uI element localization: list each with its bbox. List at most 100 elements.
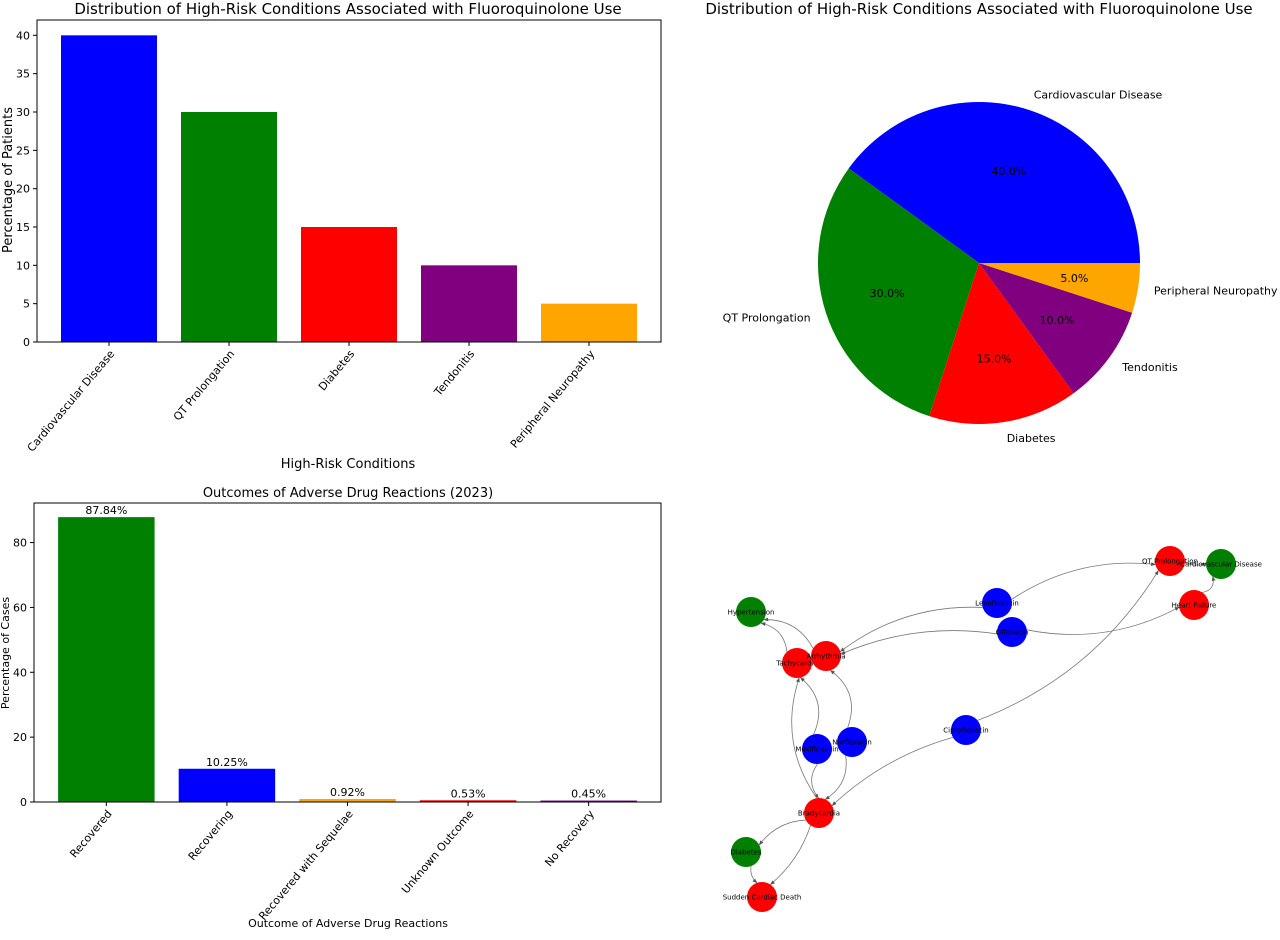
outcomes-chart-frame	[33, 502, 662, 803]
bar-recovered	[58, 517, 155, 802]
bar-peripheral-neuropathy	[541, 303, 637, 342]
edge-ofloxacin-to-heart-failure	[1026, 606, 1180, 635]
y-tick-label: 0	[20, 796, 27, 809]
edge-bradycardia-to-tachycardia	[791, 677, 818, 799]
y-tick-label: 5	[23, 298, 30, 311]
bar-value-label: 87.84%	[85, 504, 127, 517]
bar-unknown-outcome	[419, 800, 517, 802]
x-tick-label: Cardiovascular Disease	[25, 347, 118, 454]
node-label: Levofloxacin	[975, 600, 1019, 608]
pie-slice-peripheral-neuropathy	[979, 263, 1140, 313]
pie-category-label: Diabetes	[1007, 432, 1056, 445]
node-diabetes	[731, 837, 761, 867]
node-label: Moxifloxacin	[795, 746, 838, 754]
bar-chart-x-axis-label: High-Risk Conditions	[281, 457, 416, 472]
bar-value-label: 0.92%	[330, 786, 365, 799]
pie-percent-label: 5.0%	[1060, 272, 1088, 285]
edge-bradycardia-to-diabetes	[758, 819, 806, 846]
node-label: Diabetes	[730, 849, 761, 857]
pie-percent-label: 30.0%	[870, 287, 905, 300]
pie-slice-qt-prolongation	[818, 168, 979, 417]
edge-arrhythmia-to-hypertension	[763, 617, 814, 649]
node-label: Ofloxacin	[996, 629, 1029, 637]
bar-chart-frame	[36, 19, 662, 343]
pie-category-label: Cardiovascular Disease	[1034, 89, 1163, 102]
x-tick-label: Recovered	[67, 808, 114, 861]
node-bradycardia	[804, 798, 834, 828]
node-label: Cardiovascular Disease	[1180, 561, 1262, 569]
pie-category-label: QT Prolongation	[723, 312, 811, 325]
y-tick-label: 10	[16, 259, 30, 272]
node-label: Arrhythmia	[806, 653, 845, 661]
bar-diabetes	[301, 227, 397, 342]
y-tick-label: 40	[16, 29, 30, 42]
outcomes-bar-chart: Outcomes of Adverse Drug Reactions (2023…	[0, 486, 662, 930]
pie-chart-labels: Cardiovascular Disease 40.0% QT Prolongati…	[723, 89, 1278, 445]
network-edges	[750, 561, 1216, 885]
x-tick-label: Diabetes	[316, 347, 358, 393]
bar-no-recovery	[540, 800, 637, 802]
node-hypertension	[736, 597, 766, 627]
x-tick-label: Unknown Outcome	[399, 807, 476, 896]
bar-value-label: 0.45%	[571, 788, 606, 801]
pie-slice-tendonitis	[979, 263, 1133, 394]
bar-recovered-with-sequelae	[299, 799, 396, 802]
bar-value-label: 10.25%	[206, 756, 248, 769]
node-label: Sudden Cardiac Death	[723, 894, 802, 902]
x-tick-label: Tendonitis	[431, 347, 477, 399]
conditions-bar-chart: Distribution of High-Risk Conditions Ass…	[1, 0, 662, 472]
y-tick-label: 80	[13, 537, 27, 550]
edge-levofloxacin-to-arrhythmia	[839, 606, 983, 652]
y-tick-label: 0	[23, 336, 30, 349]
x-tick-label: Recovered with Sequelae	[256, 807, 356, 922]
edge-ofloxacin-to-arrhythmia	[840, 630, 998, 655]
bar-chart-bars	[61, 35, 637, 342]
bar-chart-title: Distribution of High-Risk Conditions Ass…	[74, 0, 621, 18]
node-label: Tachycardia	[775, 660, 817, 668]
node-label: Heart Failure	[1172, 602, 1217, 610]
pie-chart-title: Distribution of High-Risk Conditions Ass…	[705, 0, 1252, 18]
edge-heart-failure-to-cardiovascular-disease	[1202, 576, 1216, 593]
edge-norfloxacin-to-arrhythmia	[829, 670, 852, 728]
bar-cardiovascular-disease	[61, 35, 157, 342]
edge-tachycardia-to-hypertension	[760, 622, 788, 652]
pie-percent-label: 15.0%	[977, 352, 1012, 365]
edge-ciprofloxacin-to-bradycardia	[831, 736, 954, 806]
pie-slice-diabetes	[929, 263, 1074, 424]
y-tick-label: 25	[16, 144, 30, 157]
node-arrhythmia	[811, 641, 841, 671]
y-tick-label: 35	[16, 68, 30, 81]
bar-recovering	[178, 768, 276, 802]
edge-qt-prolongation-to-cardiovascular-disease	[1184, 561, 1207, 567]
y-tick-label: 15	[16, 221, 30, 234]
y-tick-label: 40	[13, 666, 27, 679]
node-sudden-cardiac-death	[747, 882, 777, 912]
node-ofloxacin	[997, 617, 1027, 647]
edge-bradycardia-to-sudden-cardiac-death	[770, 825, 811, 885]
node-label: Norfloxacin	[832, 739, 872, 747]
pie-category-label: Peripheral Neuropathy	[1154, 285, 1278, 298]
pie-percent-label: 40.0%	[991, 165, 1026, 178]
edge-diabetes-to-sudden-cardiac-death	[750, 866, 758, 884]
edge-moxifloxacin-to-bradycardia	[811, 763, 819, 799]
x-tick-label: Recovering	[186, 808, 236, 863]
y-tick-label: 20	[16, 183, 30, 196]
edge-norfloxacin-to-bradycardia	[824, 755, 847, 800]
pie-chart-slices	[818, 101, 1140, 424]
node-tachycardia	[782, 648, 812, 678]
node-moxifloxacin	[802, 734, 832, 764]
node-label: Bradycardia	[798, 810, 840, 818]
outcomes-chart-x-axis-label: Outcome of Adverse Drug Reactions	[248, 917, 448, 930]
node-ciprofloxacin	[951, 715, 981, 745]
bar-qt-prolongation	[181, 112, 277, 342]
node-label: QT Prolongation	[1142, 558, 1198, 566]
outcomes-chart-title: Outcomes of Adverse Drug Reactions (2023…	[203, 486, 493, 501]
bar-tendonitis	[421, 265, 517, 342]
node-qt-prolongation	[1155, 546, 1185, 576]
x-tick-label: QT Prolongation	[171, 348, 237, 424]
pie-percent-label: 10.0%	[1040, 314, 1075, 327]
conditions-pie-chart: Distribution of High-Risk Conditions Ass…	[705, 0, 1278, 445]
